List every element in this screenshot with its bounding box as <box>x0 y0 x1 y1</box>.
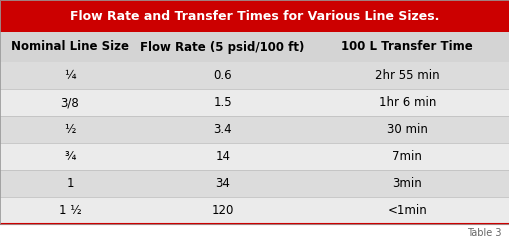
Text: 0.6: 0.6 <box>213 69 232 82</box>
Bar <box>0 89 509 116</box>
Text: Flow Rate and Transfer Times for Various Line Sizes.: Flow Rate and Transfer Times for Various… <box>70 9 439 23</box>
Text: 2hr 55 min: 2hr 55 min <box>375 69 439 82</box>
Bar <box>0 32 509 62</box>
Text: Flow Rate (5 psid/100 ft): Flow Rate (5 psid/100 ft) <box>140 40 305 53</box>
Text: 100 L Transfer Time: 100 L Transfer Time <box>342 40 473 53</box>
Bar <box>0 197 509 224</box>
Bar <box>0 143 509 170</box>
Text: 1 ½: 1 ½ <box>59 204 81 217</box>
Text: 120: 120 <box>212 204 234 217</box>
Bar <box>0 62 509 89</box>
Text: 30 min: 30 min <box>387 123 428 136</box>
Text: 1.5: 1.5 <box>213 96 232 109</box>
Text: ¾: ¾ <box>64 150 76 163</box>
Text: 3min: 3min <box>392 177 422 190</box>
Text: 1: 1 <box>66 177 74 190</box>
Text: ½: ½ <box>64 123 76 136</box>
Text: 14: 14 <box>215 150 230 163</box>
Bar <box>0 170 509 197</box>
Text: 3.4: 3.4 <box>213 123 232 136</box>
Text: ¼: ¼ <box>64 69 76 82</box>
Text: 7min: 7min <box>392 150 422 163</box>
Text: Nominal Line Size: Nominal Line Size <box>11 40 129 53</box>
Bar <box>0 116 509 143</box>
Bar <box>0 0 509 32</box>
Text: <1min: <1min <box>387 204 427 217</box>
Text: 1hr 6 min: 1hr 6 min <box>379 96 436 109</box>
Text: 34: 34 <box>215 177 230 190</box>
Text: 3/8: 3/8 <box>61 96 79 109</box>
Text: Table 3: Table 3 <box>467 228 501 238</box>
